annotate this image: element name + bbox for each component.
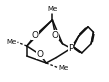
Text: O: O	[32, 31, 39, 40]
Text: O: O	[52, 31, 59, 40]
Text: P: P	[68, 44, 74, 53]
Text: O: O	[37, 50, 43, 59]
Text: Me: Me	[6, 39, 17, 45]
Text: Me: Me	[47, 6, 58, 12]
Text: Me: Me	[59, 65, 69, 71]
